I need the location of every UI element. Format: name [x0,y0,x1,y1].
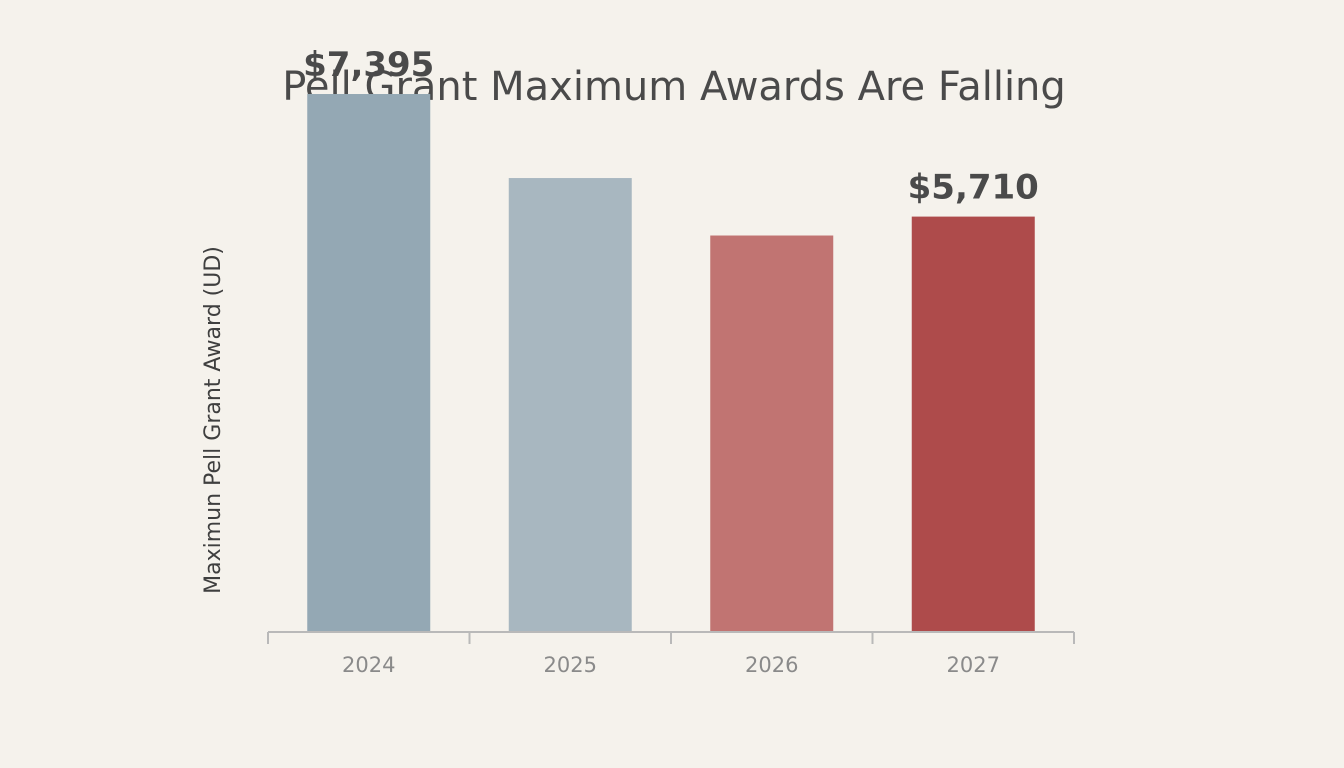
x-tick-label-2026: 2026 [745,653,798,677]
x-axis: 2024 2025 2026 2027 [267,631,1075,677]
x-tick-label-2025: 2025 [544,653,597,677]
value-label-2027: $5,710 [908,168,1039,208]
bars-group [307,94,1035,633]
value-labels-group: $7,395 $5,710 [303,45,1039,208]
x-tick-label-2027: 2027 [947,653,1000,677]
value-label-2024: $7,395 [303,45,434,85]
y-axis-label: Maximun Pell Grant Award (UD) [201,246,226,594]
x-tick-label-2024: 2024 [342,653,395,677]
bar-2027 [911,216,1035,632]
bar-2025 [508,178,632,633]
bar-2024 [307,94,431,633]
bar-2026 [710,235,834,632]
